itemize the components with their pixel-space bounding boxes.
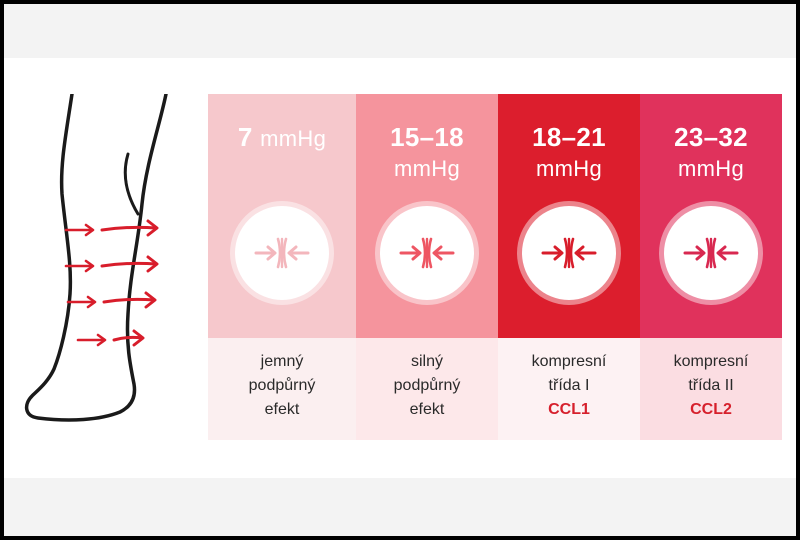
column-3-desc-line-1: třída II [688,377,734,394]
arrow-left-head [574,245,585,261]
column-2-panel: 18–21 mmHg [498,94,640,338]
column-1-label: silný podpůrný efekt [356,338,498,440]
column-0-desc-line-2: efekt [264,401,300,418]
column-0-desc-line-1: podpůrný [248,377,316,394]
column-0-pressure-unit: mmHg [260,126,327,151]
column-3-desc-line-0: kompresní [673,353,749,370]
compression-bar-right [282,237,288,269]
compression-bar-left [276,237,282,269]
column-1-desc-line-2: efekt [409,401,445,418]
compression-bar-left [563,237,569,269]
compression-bar-left [705,237,711,269]
leg-arrows [64,219,159,347]
arrow-right-head [553,245,564,261]
column-0-panel: 7 mmHg [208,94,356,338]
leg-illustration [24,94,168,422]
column-0-label: jemný podpůrný efekt [208,338,356,440]
compression-bar-right [711,237,717,269]
column-2-class-label: CCL1 [548,401,590,418]
leg-arrow-out-shaft [112,335,144,342]
column-2-pressure-unit: mmHg [536,156,602,181]
column-3-pressure-value: 23–32 [674,122,748,152]
column-1-circle [380,206,474,300]
column-0-desc-line-0: jemný [260,353,304,370]
arrow-left-head [287,245,298,261]
compression-arrows-icon [541,237,597,269]
leg-arrow-in-head [84,223,95,237]
column-0-circle [235,206,329,300]
leg-arrow-out-shaft [102,297,156,304]
compression-bar-right [427,237,433,269]
compression-arrows-icon [254,237,310,269]
compression-bar-right [569,237,575,269]
compression-arrows-icon [399,237,455,269]
leg-arrow-out-head [144,291,157,309]
leg-arrow-out-head [132,329,145,347]
infographic-frame: 7 mmHg jemný podpůrný efekt 15–18 mmHg s… [4,4,796,536]
column-3-class-label: CCL2 [690,401,732,418]
column-2-desc-line-0: kompresní [531,353,607,370]
column-0-pressure-value: 7 [237,122,253,152]
compression-arrows-icon [683,237,739,269]
column-2-pressure: 18–21 mmHg [498,122,640,184]
arrow-left-head [716,245,727,261]
arrow-left-head [432,245,443,261]
column-1-desc-line-0: silný [410,353,443,370]
column-3-circle [664,206,758,300]
column-2-circle [522,206,616,300]
column-1-pressure-value: 15–18 [390,122,464,152]
column-3-pressure-unit: mmHg [678,156,744,181]
column-1-panel: 15–18 mmHg [356,94,498,338]
column-1-pressure-unit: mmHg [394,156,460,181]
column-0-pressure: 7 mmHg [208,122,356,154]
leg-arrow-out-head [146,219,159,237]
leg-arrow-in-head [84,259,95,273]
column-3-panel: 23–32 mmHg [640,94,782,338]
arrow-right-head [266,245,277,261]
column-2-label: kompresní třída I CCL1 [498,338,640,440]
column-1-desc-line-1: podpůrný [393,377,461,394]
leg-arrow-out-head [146,255,159,273]
column-2-pressure-value: 18–21 [532,122,606,152]
infographic-canvas: 7 mmHg jemný podpůrný efekt 15–18 mmHg s… [4,58,796,478]
column-1-pressure: 15–18 mmHg [356,122,498,184]
arrow-right-head [411,245,422,261]
arrow-right-head [695,245,706,261]
leg-arrow-in-head [96,333,107,347]
compression-bar-left [421,237,427,269]
leg-arrow-out-shaft [100,225,158,232]
leg-arrow-out-shaft [100,261,158,268]
column-2-desc-line-1: třída I [548,377,590,394]
column-3-label: kompresní třída II CCL2 [640,338,782,440]
leg-arrow-in-head [86,295,97,309]
column-3-pressure: 23–32 mmHg [640,122,782,184]
